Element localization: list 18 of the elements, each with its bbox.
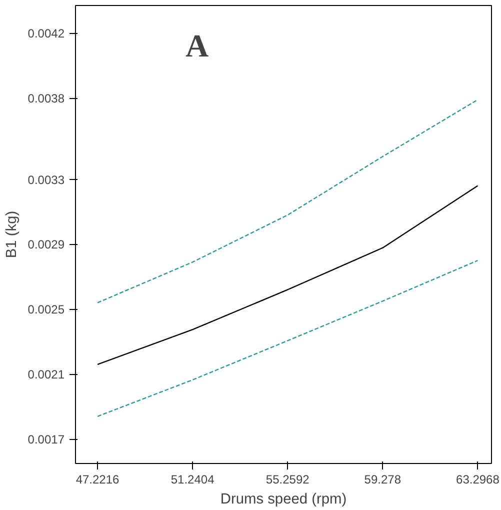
y-tick-label: 0.0038: [28, 92, 65, 106]
x-tick-label: 51.2404: [170, 472, 215, 486]
line-series: [96, 185, 478, 366]
x-tick-label: 59.278: [364, 472, 402, 486]
line-series: [96, 260, 478, 417]
x-tick-label: 63.2968: [456, 472, 500, 486]
y-tick-label: 0.0017: [28, 432, 65, 447]
line-series: [96, 99, 478, 304]
annotation: A: [186, 28, 209, 64]
y-tick-label: 0.0021: [28, 368, 65, 382]
y-tick-label: 0.0029: [28, 238, 65, 252]
x-axis-title: Drums speed (rpm): [220, 492, 347, 508]
x-tick-label: 47.2216: [76, 472, 120, 486]
y-tick-label: 0.0042: [28, 26, 65, 41]
y-tick-label: 0.0025: [28, 302, 65, 317]
y-tick-label: 0.0033: [28, 172, 65, 187]
x-tick-label: 55.2592: [266, 472, 310, 486]
y-axis-title: B1 (kg): [4, 210, 20, 258]
